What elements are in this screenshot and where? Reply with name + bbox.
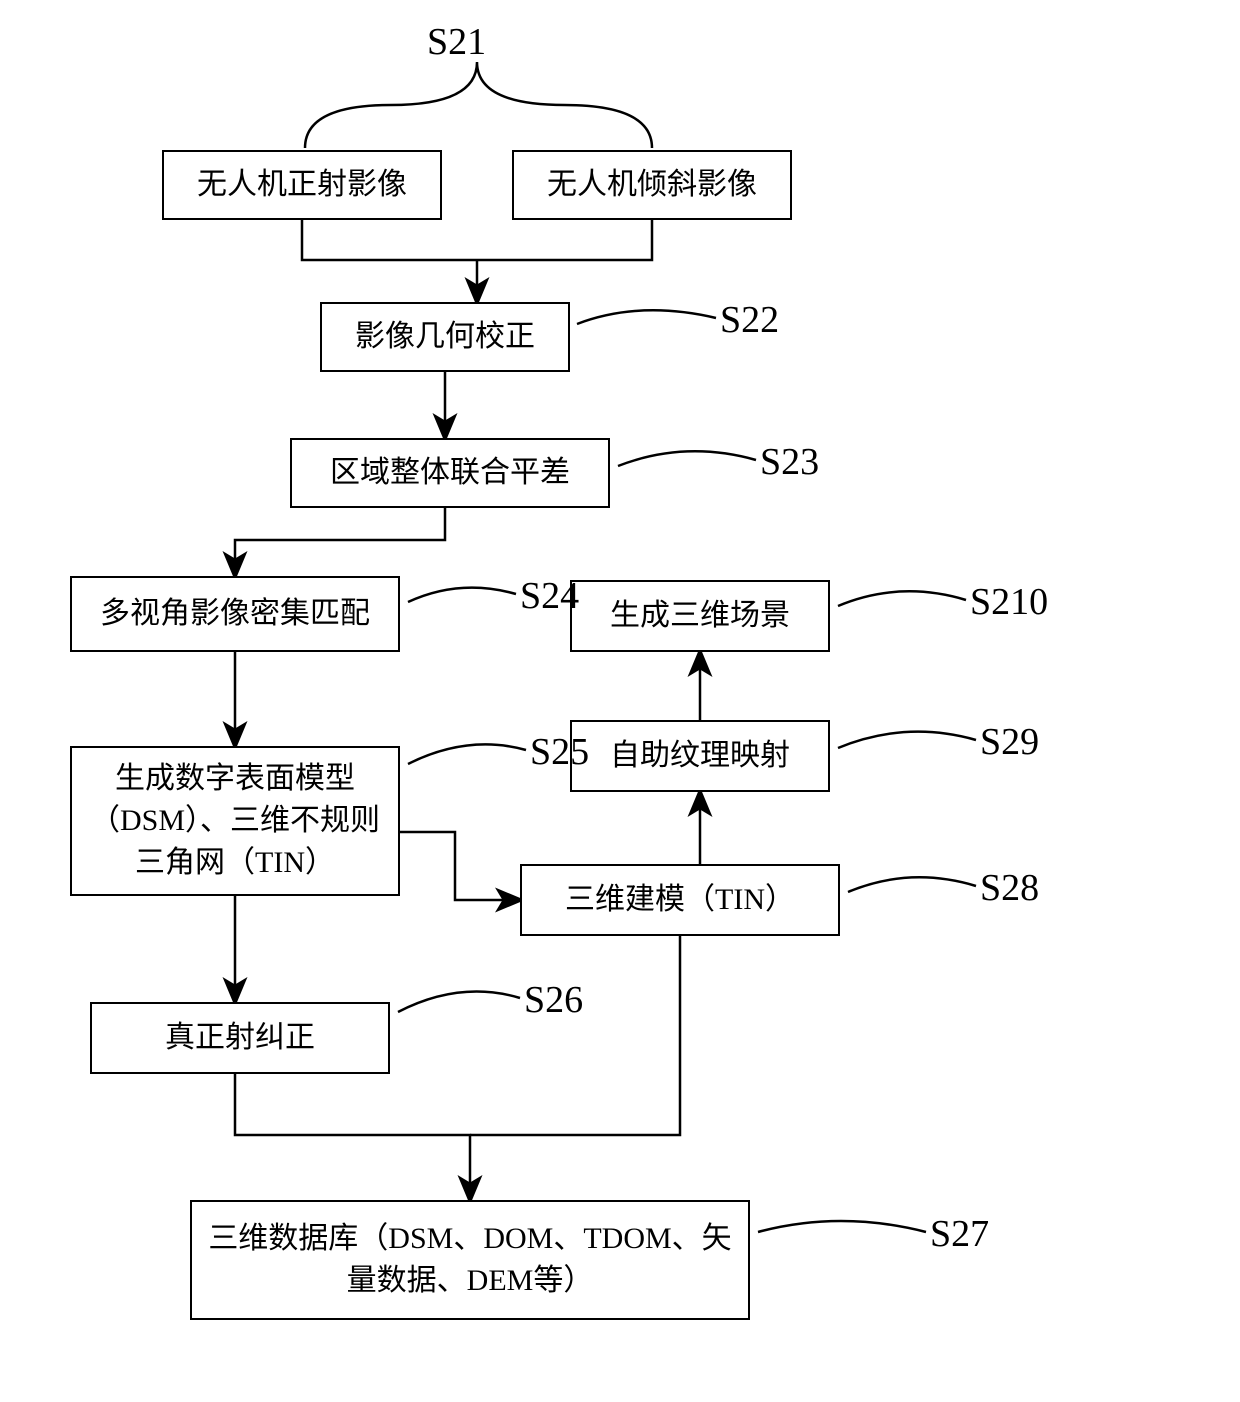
label-L27: S27 <box>930 1212 989 1256</box>
label-L28: S28 <box>980 866 1039 910</box>
node-s25: 生成数字表面模型（DSM）、三维不规则三角网（TIN） <box>70 746 400 896</box>
flowchart-canvas: 无人机正射影像无人机倾斜影像影像几何校正区域整体联合平差多视角影像密集匹配生成数… <box>0 0 1240 1402</box>
label-L29: S29 <box>980 720 1039 764</box>
node-s22: 影像几何校正 <box>320 302 570 372</box>
node-s21b: 无人机倾斜影像 <box>512 150 792 220</box>
label-L210: S210 <box>970 580 1048 624</box>
node-s24: 多视角影像密集匹配 <box>70 576 400 652</box>
node-s23: 区域整体联合平差 <box>290 438 610 508</box>
node-s27: 三维数据库（DSM、DOM、TDOM、矢量数据、DEM等） <box>190 1200 750 1320</box>
node-s26: 真正射纠正 <box>90 1002 390 1074</box>
label-L21: S21 <box>427 20 486 64</box>
node-s21a: 无人机正射影像 <box>162 150 442 220</box>
node-s210: 生成三维场景 <box>570 580 830 652</box>
label-L24: S24 <box>520 574 579 618</box>
node-s28: 三维建模（TIN） <box>520 864 840 936</box>
node-s29: 自助纹理映射 <box>570 720 830 792</box>
label-L23: S23 <box>760 440 819 484</box>
label-L26: S26 <box>524 978 583 1022</box>
label-L25: S25 <box>530 730 589 774</box>
label-L22: S22 <box>720 298 779 342</box>
